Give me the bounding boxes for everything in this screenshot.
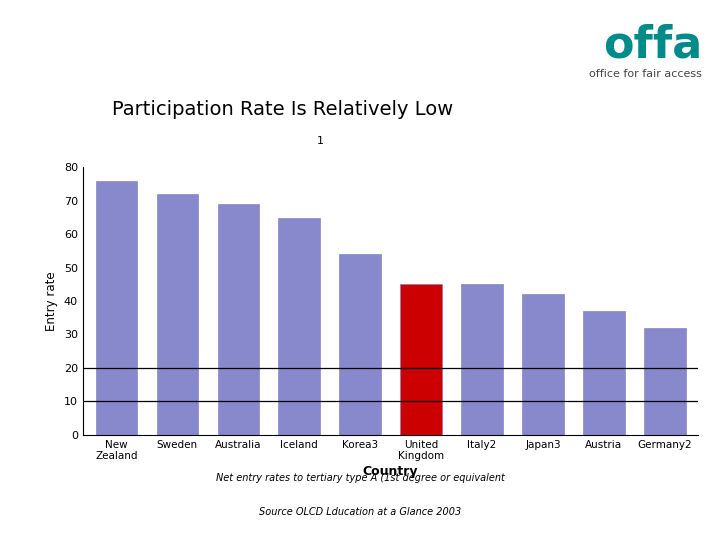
Bar (339, 254, 381, 435)
Bar (96, 181, 137, 435)
Bar (217, 204, 259, 435)
Text: Source OLCD Lducation at a Glance 2003: Source OLCD Lducation at a Glance 2003 (259, 507, 461, 517)
Bar (156, 194, 198, 435)
Text: 1: 1 (317, 136, 324, 146)
Bar (583, 311, 625, 435)
Y-axis label: Entry rate: Entry rate (45, 271, 58, 331)
Bar (522, 294, 564, 435)
Bar (644, 328, 685, 435)
Text: Participation Rate Is Relatively Low: Participation Rate Is Relatively Low (112, 100, 453, 119)
Text: Net entry rates to tertiary type A (1st degree or equivalent: Net entry rates to tertiary type A (1st … (215, 473, 505, 483)
Text: offa: offa (603, 23, 702, 66)
X-axis label: Country: Country (363, 465, 418, 478)
Text: office for fair access: office for fair access (589, 69, 702, 79)
Bar (462, 285, 503, 435)
Bar (279, 218, 320, 435)
Bar (400, 285, 442, 435)
